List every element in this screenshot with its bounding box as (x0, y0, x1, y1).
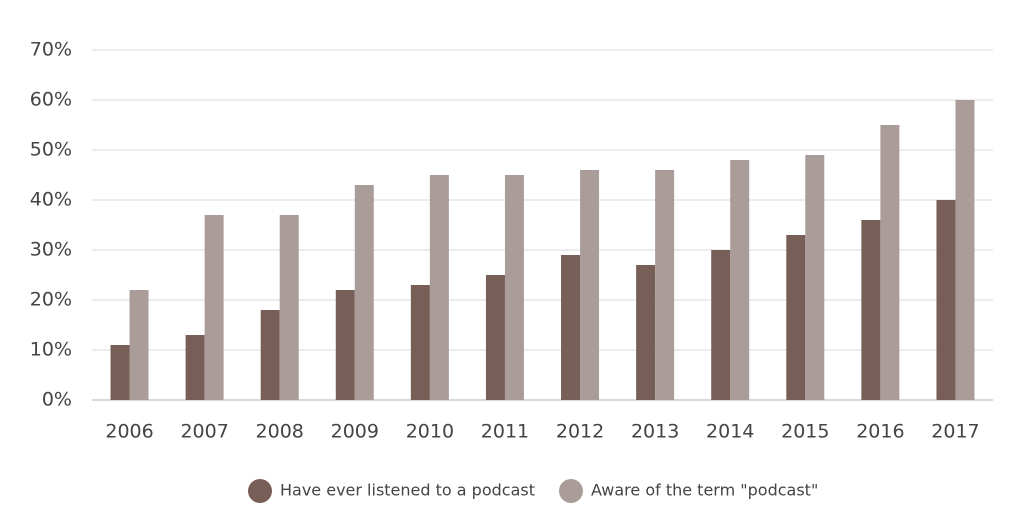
bar (110, 345, 130, 400)
y-tick-label: 70% (30, 39, 72, 61)
y-tick-label: 60% (30, 89, 72, 111)
bar (655, 170, 675, 400)
y-tick-label: 0% (42, 389, 72, 411)
bar (204, 215, 224, 400)
y-tick-label: 30% (30, 239, 72, 261)
y-tick-label: 40% (30, 189, 72, 211)
x-tick-label: 2013 (631, 421, 679, 443)
x-tick-label: 2009 (331, 421, 379, 443)
bar (561, 255, 581, 400)
x-tick-label: 2011 (481, 421, 529, 443)
x-tick-label: 2006 (105, 421, 153, 443)
bar (936, 200, 956, 400)
bar (260, 310, 280, 400)
bar (805, 155, 825, 400)
bar (711, 250, 731, 400)
bar (880, 125, 900, 400)
x-tick-label: 2015 (781, 421, 829, 443)
bar (730, 160, 750, 400)
bar (636, 265, 656, 400)
bar (955, 100, 975, 400)
y-tick-label: 50% (30, 139, 72, 161)
bar (504, 175, 524, 400)
legend-label: Aware of the term "podcast" (591, 481, 818, 500)
bar (786, 235, 806, 400)
bar (410, 285, 430, 400)
y-tick-label: 10% (30, 339, 72, 361)
x-tick-label: 2012 (556, 421, 604, 443)
bar (129, 290, 149, 400)
x-tick-label: 2016 (856, 421, 904, 443)
y-tick-label: 20% (30, 289, 72, 311)
bar (354, 185, 374, 400)
bar (335, 290, 355, 400)
x-tick-label: 2010 (406, 421, 454, 443)
legend-marker (558, 479, 583, 503)
legend-label: Have ever listened to a podcast (280, 481, 535, 500)
legend-marker (248, 479, 272, 503)
bar (580, 170, 600, 400)
x-tick-label: 2014 (706, 421, 754, 443)
bar (429, 175, 449, 400)
bar (185, 335, 205, 400)
x-tick-label: 2007 (180, 421, 228, 443)
x-tick-label: 2008 (256, 421, 304, 443)
x-tick-label: 2017 (931, 421, 979, 443)
bar (485, 275, 505, 400)
bar (279, 215, 299, 400)
bar (861, 220, 881, 400)
